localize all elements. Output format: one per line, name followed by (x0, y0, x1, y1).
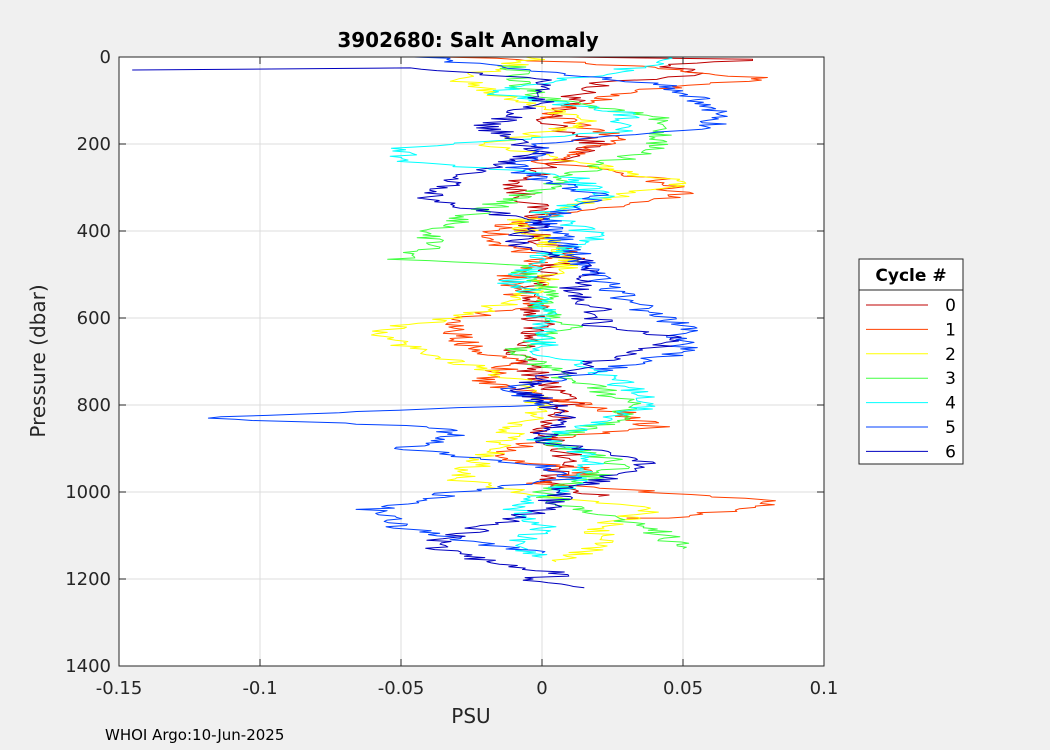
legend-label-cycle-0: 0 (945, 296, 956, 316)
y-tick-label: 200 (77, 134, 111, 155)
y-tick-labels: 0 200 400 600 800 1000 1200 1400 (65, 47, 111, 677)
legend-box (858, 289, 964, 465)
x-tick-label: 0.1 (810, 678, 839, 699)
series-line-cycle-6 (132, 67, 682, 589)
x-tick-label: 0.05 (663, 678, 703, 699)
y-tick-label: 800 (77, 395, 111, 416)
y-tick-label: 400 (77, 221, 111, 242)
legend-title: Cycle # (875, 266, 946, 286)
axis-ticks (118, 56, 825, 667)
plot-frame (118, 56, 825, 667)
legend-label-cycle-1: 1 (945, 320, 956, 340)
legend-label-cycle-5: 5 (945, 418, 956, 438)
y-tick-label: 600 (77, 308, 111, 329)
series-layer (132, 56, 776, 589)
x-axis-label: PSU (451, 704, 490, 728)
x-tick-labels: -0.15 -0.1 -0.05 0 0.05 0.1 (96, 678, 839, 699)
series-line-cycle-5 (207, 56, 728, 554)
legend-title-box (858, 258, 964, 291)
y-tick-label: 1200 (65, 569, 111, 590)
y-axis-label: Pressure (dbar) (26, 284, 50, 437)
series-line-cycle-3 (387, 65, 690, 549)
chart-title: 3902680: Salt Anomaly (337, 28, 598, 52)
x-tick-label: -0.05 (378, 678, 425, 699)
x-tick-label: 0 (536, 678, 547, 699)
x-tick-label: -0.15 (96, 678, 143, 699)
plot-area (119, 57, 824, 666)
y-tick-label: 1400 (65, 656, 111, 677)
legend-items: 0 1 2 3 4 5 6 (866, 296, 956, 462)
series-line-cycle-1 (441, 56, 776, 519)
x-tick-label: -0.1 (242, 678, 277, 699)
legend-label-cycle-6: 6 (945, 442, 956, 462)
series-line-cycle-4 (389, 56, 673, 558)
y-tick-label: 1000 (65, 482, 111, 503)
y-tick-label: 0 (100, 47, 111, 68)
legend-label-cycle-2: 2 (945, 345, 956, 365)
legend: Cycle # 0 1 2 3 4 5 6 (858, 258, 964, 465)
legend-label-cycle-4: 4 (945, 394, 956, 414)
legend-label-cycle-3: 3 (945, 369, 956, 389)
footer-credit: WHOI Argo:10-Jun-2025 (105, 726, 284, 744)
